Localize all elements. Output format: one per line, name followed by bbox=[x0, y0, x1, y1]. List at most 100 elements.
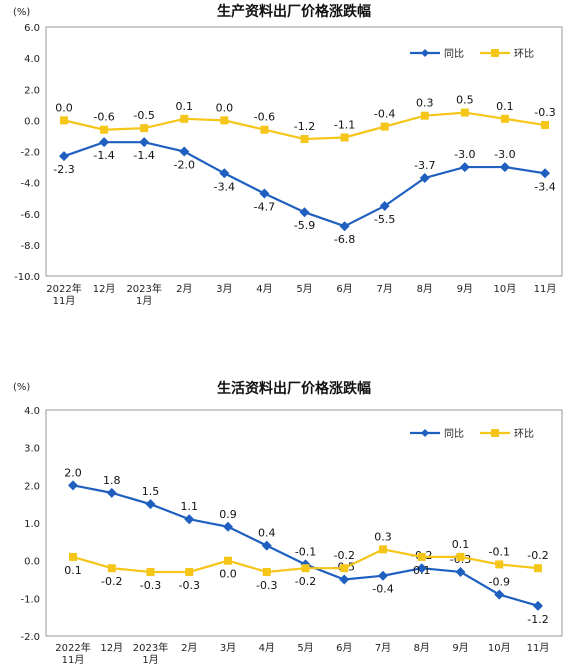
x-tick-label: 2022年 bbox=[55, 641, 90, 654]
data-label: -1.2 bbox=[527, 613, 548, 626]
data-label: 0.1 bbox=[413, 564, 431, 577]
data-point bbox=[420, 111, 429, 120]
y-tick-label: -2.0 bbox=[20, 632, 40, 643]
legend-label-mom: 环比 bbox=[514, 428, 534, 440]
x-tick-label: 8月 bbox=[417, 283, 433, 295]
y-tick-label: 2.0 bbox=[24, 481, 40, 492]
data-point bbox=[262, 567, 271, 576]
data-label: -0.3 bbox=[256, 579, 277, 592]
x-tick-label: 1月 bbox=[142, 654, 158, 666]
data-label: -0.2 bbox=[295, 575, 316, 588]
y-tick-label: -8.0 bbox=[20, 241, 40, 252]
x-tick-label: 11月 bbox=[53, 295, 76, 307]
legend-label-yoy: 同比 bbox=[444, 428, 464, 440]
y-tick-label: -10.0 bbox=[14, 272, 40, 283]
x-tick-label: 11月 bbox=[527, 642, 550, 654]
y-unit-label: (%) bbox=[13, 382, 30, 393]
data-label: -2.3 bbox=[53, 163, 74, 176]
x-tick-label: 2023年 bbox=[126, 282, 161, 295]
data-point bbox=[339, 574, 350, 585]
chart-title: 生产资料出厂价格涨跌幅 bbox=[217, 3, 371, 20]
y-tick-label: -6.0 bbox=[20, 210, 40, 221]
data-point bbox=[220, 116, 229, 125]
data-label: -0.9 bbox=[489, 576, 510, 589]
data-point bbox=[540, 168, 550, 179]
chart-title: 生活资料出厂价格涨跌幅 bbox=[217, 380, 371, 397]
data-point bbox=[259, 188, 270, 199]
data-point bbox=[378, 570, 388, 581]
data-point bbox=[59, 151, 69, 162]
data-point bbox=[179, 146, 190, 157]
data-label: 1.8 bbox=[103, 474, 121, 487]
data-point bbox=[60, 116, 68, 125]
x-tick-label: 12月 bbox=[93, 283, 116, 295]
x-tick-label: 8月 bbox=[414, 642, 430, 654]
y-tick-label: 0.0 bbox=[24, 116, 40, 127]
data-point bbox=[184, 514, 195, 525]
y-tick-label: 6.0 bbox=[24, 23, 40, 34]
x-tick-label: 10月 bbox=[488, 642, 511, 654]
data-label: 0.3 bbox=[416, 97, 434, 110]
y-unit-label: (%) bbox=[13, 7, 30, 18]
data-point bbox=[107, 564, 116, 573]
data-point bbox=[460, 108, 469, 117]
x-tick-label: 2月 bbox=[176, 283, 192, 295]
data-label: -3.0 bbox=[494, 148, 515, 161]
x-tick-label: 2023年 bbox=[133, 641, 168, 654]
data-label: -6.8 bbox=[334, 233, 355, 246]
x-tick-label: 2月 bbox=[181, 642, 197, 654]
data-point bbox=[260, 125, 269, 134]
y-tick-label: -2.0 bbox=[20, 148, 40, 159]
data-label: -0.1 bbox=[489, 545, 510, 558]
x-tick-label: 7月 bbox=[376, 283, 392, 295]
data-point bbox=[340, 564, 349, 573]
y-tick-label: 0.0 bbox=[24, 557, 40, 568]
data-label: -5.9 bbox=[294, 219, 315, 232]
data-point bbox=[456, 552, 465, 561]
y-tick-label: 2.0 bbox=[24, 85, 40, 96]
data-point bbox=[541, 121, 549, 130]
data-point bbox=[299, 207, 310, 218]
data-label: -5.5 bbox=[374, 213, 395, 226]
data-label: -1.4 bbox=[133, 149, 154, 162]
x-tick-label: 5月 bbox=[297, 642, 313, 654]
x-tick-label: 6月 bbox=[336, 283, 352, 295]
data-point bbox=[301, 564, 310, 573]
y-tick-label: 3.0 bbox=[24, 444, 40, 455]
data-point bbox=[417, 552, 426, 561]
x-tick-label: 3月 bbox=[220, 642, 236, 654]
y-tick-label: 4.0 bbox=[24, 406, 40, 417]
data-point bbox=[69, 552, 77, 561]
data-point bbox=[106, 487, 117, 498]
data-point bbox=[500, 114, 509, 123]
data-point bbox=[416, 563, 427, 574]
data-point bbox=[223, 521, 233, 532]
legend-label-mom: 环比 bbox=[514, 48, 534, 60]
data-point bbox=[459, 162, 470, 173]
data-label: -0.2 bbox=[334, 549, 355, 562]
data-label: -2.0 bbox=[174, 159, 195, 172]
data-label: -0.4 bbox=[374, 108, 395, 121]
data-label: 0.9 bbox=[219, 508, 237, 521]
x-tick-label: 9月 bbox=[452, 642, 468, 654]
data-point bbox=[185, 567, 194, 576]
legend-marker-mom bbox=[491, 49, 499, 57]
x-tick-label: 6月 bbox=[336, 642, 352, 654]
data-label: -0.5 bbox=[133, 109, 154, 122]
data-point bbox=[68, 480, 78, 491]
y-tick-label: -4.0 bbox=[20, 179, 40, 190]
x-tick-label: 4月 bbox=[259, 642, 275, 654]
data-point bbox=[100, 125, 109, 134]
x-tick-label: 7月 bbox=[375, 642, 391, 654]
plot-frame bbox=[45, 26, 563, 277]
data-label: -1.4 bbox=[93, 149, 114, 162]
data-point bbox=[455, 566, 466, 577]
data-label: -0.2 bbox=[101, 575, 122, 588]
data-point bbox=[139, 137, 150, 148]
data-point bbox=[261, 540, 272, 551]
data-label: 0.0 bbox=[219, 568, 237, 581]
legend-marker-yoy bbox=[421, 49, 429, 57]
x-tick-label: 11月 bbox=[62, 654, 85, 666]
legend-marker-yoy bbox=[421, 429, 429, 437]
data-point bbox=[379, 545, 387, 554]
